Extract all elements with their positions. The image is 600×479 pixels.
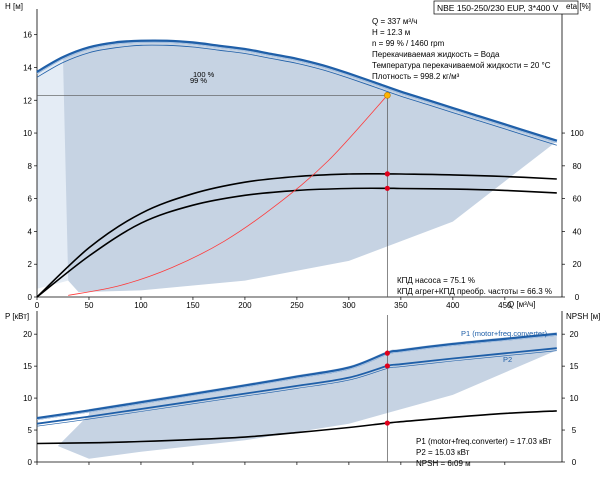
eta-tick-label: 20 [573,260,582,269]
x-tick-label: 400 [446,301,460,310]
p2-curve-label: P2 [503,355,512,364]
npsh-tick-label: 10 [570,394,579,403]
h-tick-label: 4 [28,227,33,236]
p1-marker [384,350,390,356]
h-tick-label: 16 [23,31,32,40]
npsh-tick-label: 15 [570,362,579,371]
eta-tick-label: 0 [575,293,580,302]
x-tick-label: 0 [35,301,40,310]
p-tick-label: 20 [23,330,32,339]
info-density: Плотность = 998.2 кг/м³ [372,72,460,81]
pump-eff-marker [384,171,390,177]
eta-tick-label: 100 [570,129,584,138]
p2-curve-lower [36,350,557,427]
unit-efficiency-curve [36,187,557,298]
x-tick-label: 350 [394,301,408,310]
npsh-axis-label: NPSH [м] [566,312,600,321]
chart-title: NBE 150-250/230 EUP, 3*400 V [437,3,559,13]
p-axis-label: P [кВт] [5,312,29,321]
x-tick-label: 250 [290,301,304,310]
p1-curve-label: P1 (motor+freq.converter) [461,329,548,338]
npsh-tick-label: 0 [572,458,577,467]
x-tick-label: 300 [342,301,356,310]
npsh-marker [384,420,390,426]
duty-point-marker [384,92,391,99]
x-tick-label: 50 [85,301,94,310]
unit-eff-marker [384,185,390,191]
min-flow-region [37,57,69,289]
info-liquid: Перекачиваемая жидкость = Вода [372,50,500,59]
operating-range-envelope [37,41,557,293]
x-tick-label: 100 [134,301,148,310]
h-tick-label: 0 [28,293,33,302]
x-tick-label: 150 [186,301,200,310]
p-tick-label: 10 [23,394,32,403]
p2-curve [36,347,557,425]
eta-tick-label: 40 [573,227,582,236]
p1-curve-inner [36,334,557,421]
h-curve-100-inner [36,41,557,143]
npsh-tick-label: 20 [570,330,579,339]
p-tick-label: 15 [23,362,32,371]
info-p1: P1 (motor+freq.converter) = 17.03 кВт [416,437,552,446]
h-tick-label: 10 [23,129,32,138]
h-curve-99 [36,44,557,146]
x-tick-label: 450 [498,301,512,310]
info-pump-eff: КПД насоса = 75.1 % [397,276,475,285]
h-tick-label: 8 [28,162,33,171]
h-tick-label: 6 [28,195,33,204]
info-p2: P2 = 15.03 кВт [416,448,470,457]
eta-tick-label: 80 [573,162,582,171]
p2-marker [384,363,390,369]
p-tick-label: 5 [28,426,33,435]
info-h: H = 12.3 м [372,28,410,37]
npsh-tick-label: 5 [572,426,577,435]
info-n: n = 99 % / 1460 rpm [372,39,445,48]
power-range-envelope [57,332,557,459]
speed-label-99: 99 % [190,76,207,85]
h-curve-100-band [36,39,558,143]
info-q: Q = 337 м³/ч [372,17,417,26]
h-tick-label: 12 [23,96,32,105]
eta-axis-label: eta [%] [566,2,591,11]
h-tick-label: 2 [28,260,33,269]
p-tick-label: 0 [28,458,33,467]
q-axis-label: Q [м³/ч] [508,300,535,309]
h-tick-label: 14 [23,63,32,72]
speed-label-100: 100 % [193,70,215,79]
info-npsh: NPSH = 6.09 м [416,459,471,468]
info-temperature: Температура перекачиваемой жидкости = 20… [372,61,551,70]
system-curve [68,95,388,296]
npsh-curve [36,410,557,445]
p1-curve-band [36,332,557,420]
x-tick-label: 200 [238,301,252,310]
h-axis-label: H [м] [5,2,23,11]
info-unit-eff: КПД агрег+КПД преобр. частоты = 66.3 % [397,287,552,296]
pump-efficiency-curve [36,172,557,298]
eta-tick-label: 60 [573,195,582,204]
title-box [433,0,579,15]
